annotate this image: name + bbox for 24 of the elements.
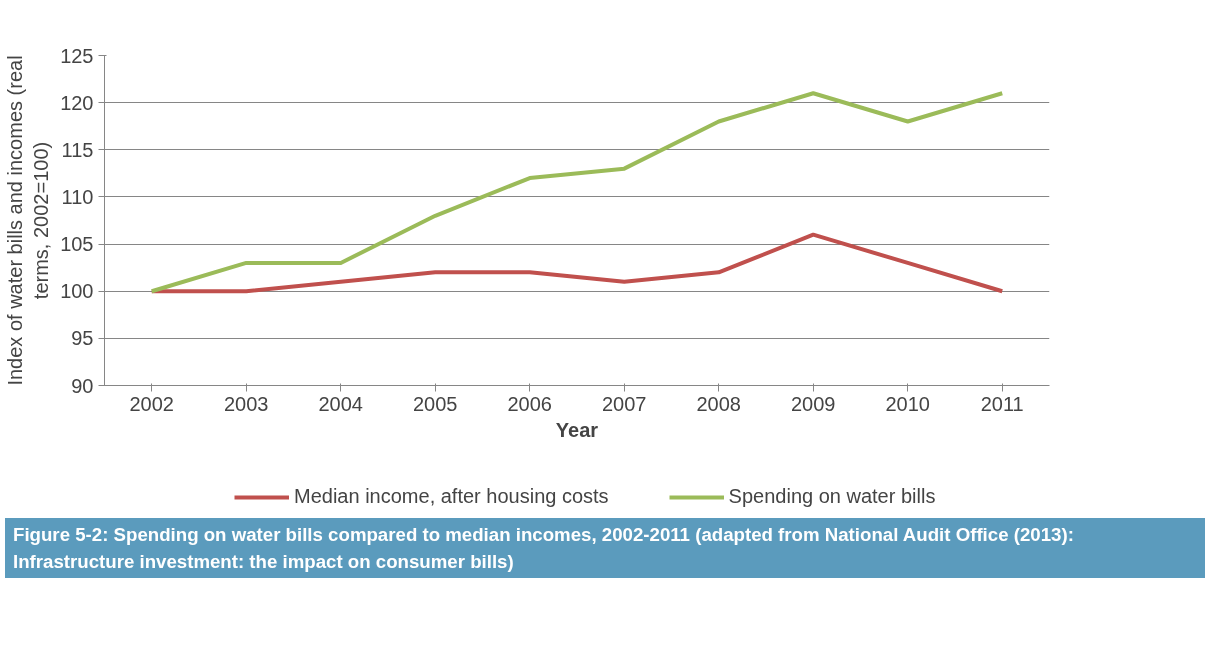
x-tick-label: 2010 bbox=[885, 392, 930, 415]
y-axis-title: Index of water bills and incomes (real terms, 2002=100) bbox=[3, 55, 53, 386]
x-tick-label: 2002 bbox=[129, 392, 174, 415]
x-tick-label: 2004 bbox=[318, 392, 363, 415]
x-tick-label: 2008 bbox=[696, 392, 741, 415]
x-tick-label: 2003 bbox=[224, 392, 269, 415]
x-tick-label: 2006 bbox=[507, 392, 552, 415]
x-tick-label: 2007 bbox=[602, 392, 647, 415]
y-tick-label: 105 bbox=[60, 233, 94, 256]
y-tick-label: 90 bbox=[71, 374, 94, 397]
legend-label: Median income, after housing costs bbox=[294, 485, 609, 508]
x-tick-label: 2005 bbox=[413, 392, 458, 415]
y-tick-label: 100 bbox=[60, 280, 94, 303]
x-tick-label: 2011 bbox=[980, 392, 1024, 415]
x-tick-label: 2009 bbox=[791, 392, 836, 415]
caption: Figure 5-2: Spending on water bills compared to median incomes, 2002-2011 (adapted from National Audit Office (2013): Infrastructure investment: the impact on consumer bills) bbox=[13, 523, 1075, 574]
y-tick-label: 125 bbox=[60, 44, 94, 67]
y-tick-label: 120 bbox=[60, 91, 94, 114]
y-tick-label: 115 bbox=[61, 138, 94, 161]
y-tick-label: 110 bbox=[61, 185, 94, 208]
line-series bbox=[149, 91, 1005, 294]
legend-label: Spending on water bills bbox=[728, 485, 936, 508]
x-axis-title: Year bbox=[555, 418, 599, 441]
y-tick-label: 95 bbox=[71, 327, 94, 350]
